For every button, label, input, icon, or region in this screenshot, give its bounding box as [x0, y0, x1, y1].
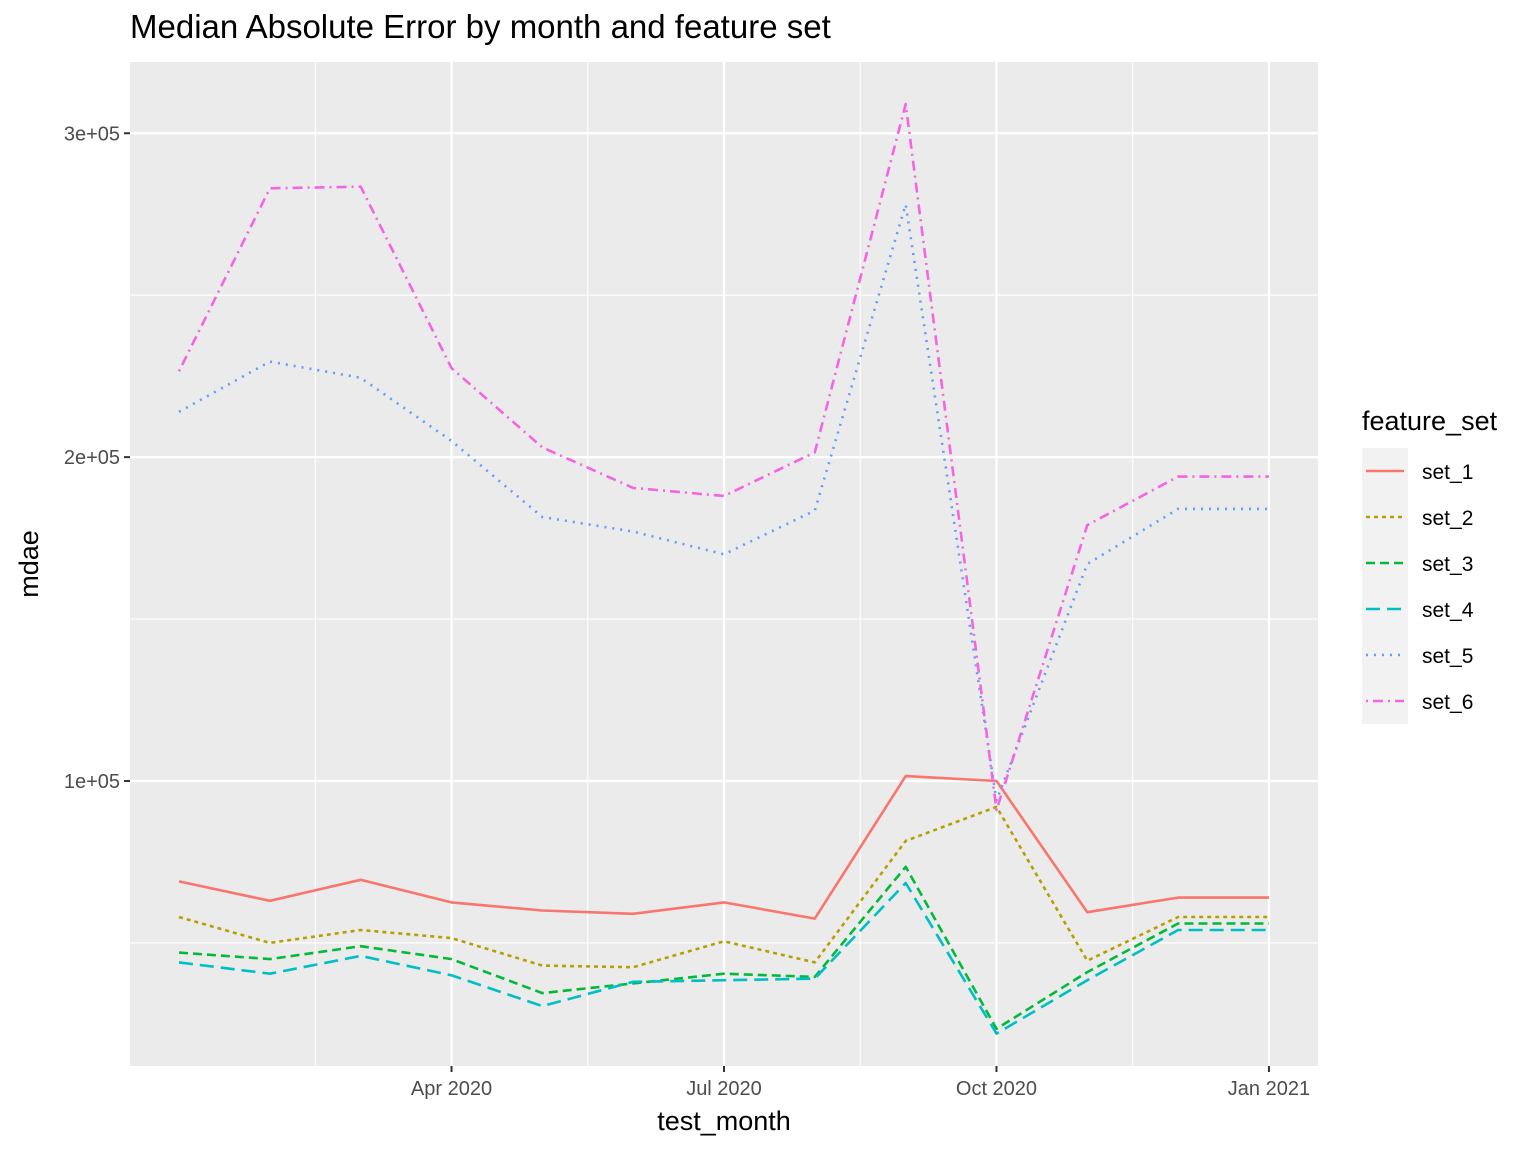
- legend-key-background: [1362, 448, 1408, 724]
- series-line-set-2: [178, 805, 1269, 969]
- y-axis-title: mdae: [14, 530, 44, 598]
- y-tick-label: 1e+05: [64, 771, 120, 793]
- series-line-set-4: [178, 881, 1269, 1035]
- legend: feature_set set_1 set_2 set_3 set_4 set_5set…: [1362, 406, 1498, 724]
- series-line-set-1: [178, 774, 1269, 920]
- legend-label: set_3: [1422, 553, 1473, 576]
- legend-label: set_6: [1422, 691, 1473, 714]
- x-axis-title: test_month: [657, 1106, 791, 1136]
- x-tick-label: Jul 2020: [686, 1078, 762, 1100]
- x-tick-label: Apr 2020: [411, 1078, 492, 1100]
- axes: 1e+05 2e+05 3e+05 Apr 2020 Jul 2020 Oct 2020 J…: [64, 123, 1310, 1100]
- x-tick-label: Oct 2020: [956, 1078, 1037, 1100]
- legend-label: set_4: [1422, 599, 1474, 622]
- chart-title: Median Absolute Error by month and featu…: [130, 8, 831, 45]
- series-line-set-3: [178, 865, 1269, 1031]
- y-tick-label: 3e+05: [64, 123, 120, 145]
- y-tick-label: 2e+05: [64, 447, 120, 469]
- legend-label: set_2: [1422, 507, 1473, 530]
- series-lines: [177, 102, 1269, 1035]
- legend-label: set_1: [1422, 461, 1473, 484]
- series-line-set-6: [177, 102, 1269, 812]
- legend-label: set_5: [1422, 645, 1473, 668]
- x-tick-label: Jan 2021: [1228, 1078, 1310, 1100]
- legend-title: feature_set: [1362, 406, 1498, 436]
- grid-lines: [130, 62, 1318, 1066]
